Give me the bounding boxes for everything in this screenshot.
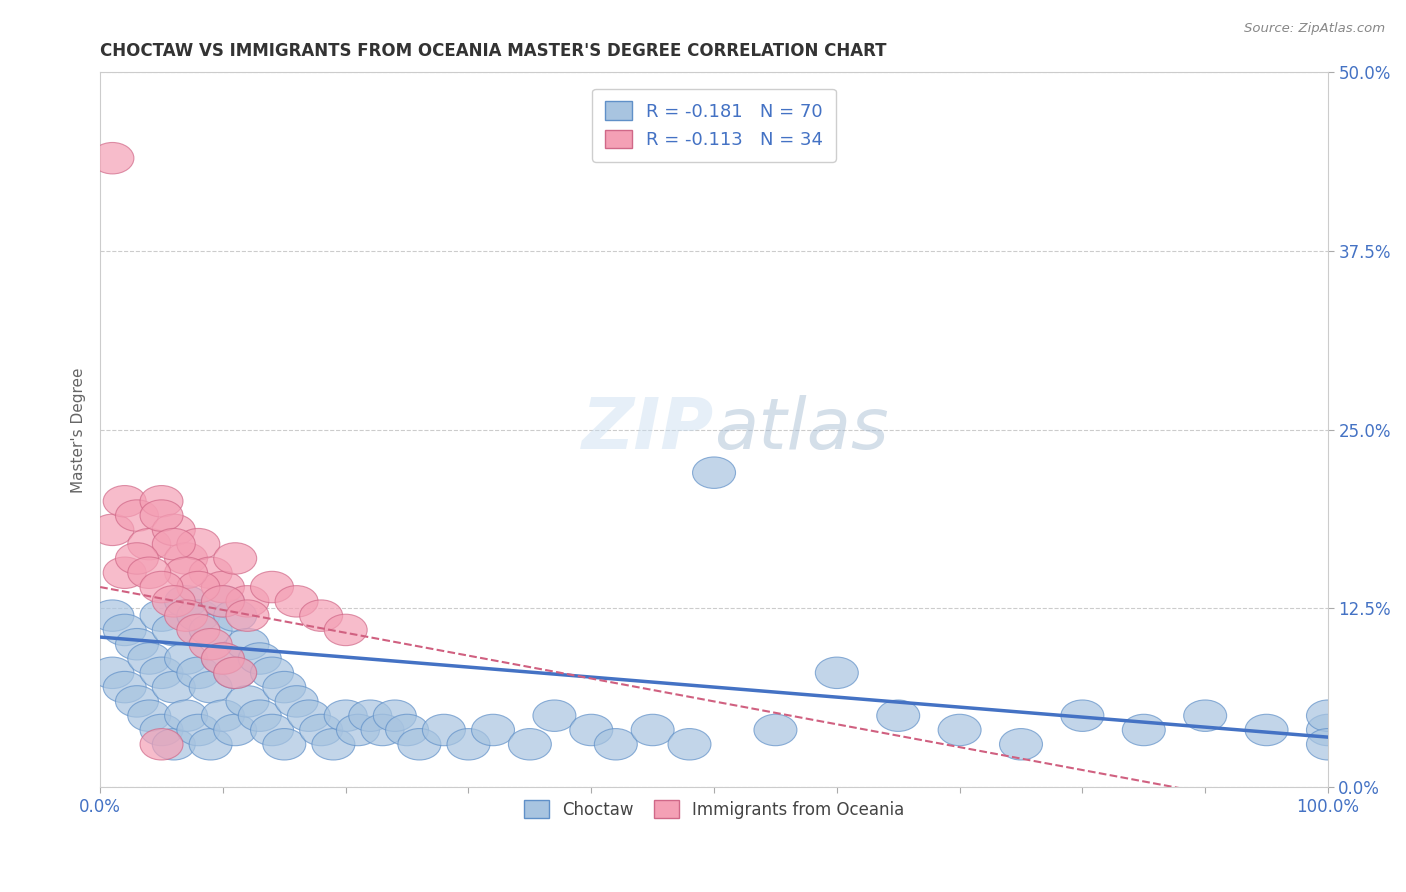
Text: atlas: atlas <box>714 395 889 465</box>
Text: ZIP: ZIP <box>582 395 714 465</box>
Text: CHOCTAW VS IMMIGRANTS FROM OCEANIA MASTER'S DEGREE CORRELATION CHART: CHOCTAW VS IMMIGRANTS FROM OCEANIA MASTE… <box>100 42 887 60</box>
Y-axis label: Master's Degree: Master's Degree <box>72 367 86 492</box>
Legend: Choctaw, Immigrants from Oceania: Choctaw, Immigrants from Oceania <box>517 794 911 825</box>
Text: Source: ZipAtlas.com: Source: ZipAtlas.com <box>1244 22 1385 36</box>
